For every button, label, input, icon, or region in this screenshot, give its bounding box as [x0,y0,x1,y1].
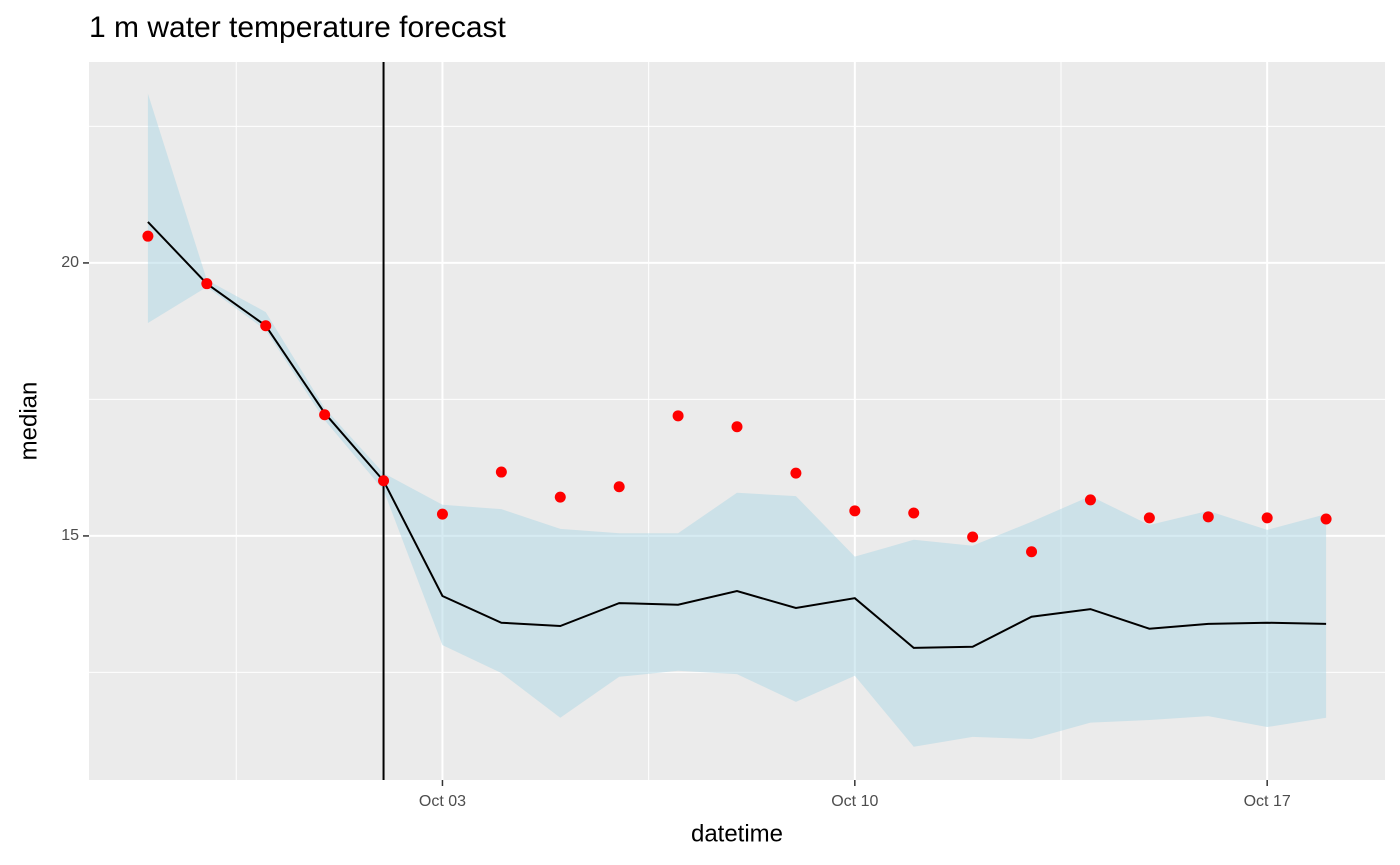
observation-point [495,466,507,478]
observation-point [260,320,272,332]
observation-point [319,409,331,421]
observation-point [142,230,154,242]
y-axis-title: median [15,382,42,461]
y-tick-label: 20 [61,254,79,271]
observation-point [672,410,684,422]
observation-point [378,475,390,487]
x-axis-title: datetime [691,820,783,847]
x-tick-label: Oct 17 [1244,793,1291,810]
chart-title: 1 m water temperature forecast [89,11,507,44]
observation-point [201,278,213,290]
observation-point [1143,512,1155,524]
observation-point [1261,512,1273,524]
observation-point [1026,546,1038,558]
observation-point [731,421,743,433]
observation-point [1084,494,1096,506]
y-tick-label: 15 [61,527,79,544]
observation-point [1202,511,1214,523]
observation-point [613,481,625,493]
ribbon [147,93,1327,747]
observation-point [849,505,861,517]
x-tick-label: Oct 10 [831,793,878,810]
median-line [147,221,1327,649]
observation-point [967,531,979,543]
observation-point [554,491,566,503]
observation-point [1320,513,1332,525]
observation-point [790,467,802,479]
observation-point [908,507,920,519]
x-tick-label: Oct 03 [419,793,466,810]
observation-point [436,508,448,520]
